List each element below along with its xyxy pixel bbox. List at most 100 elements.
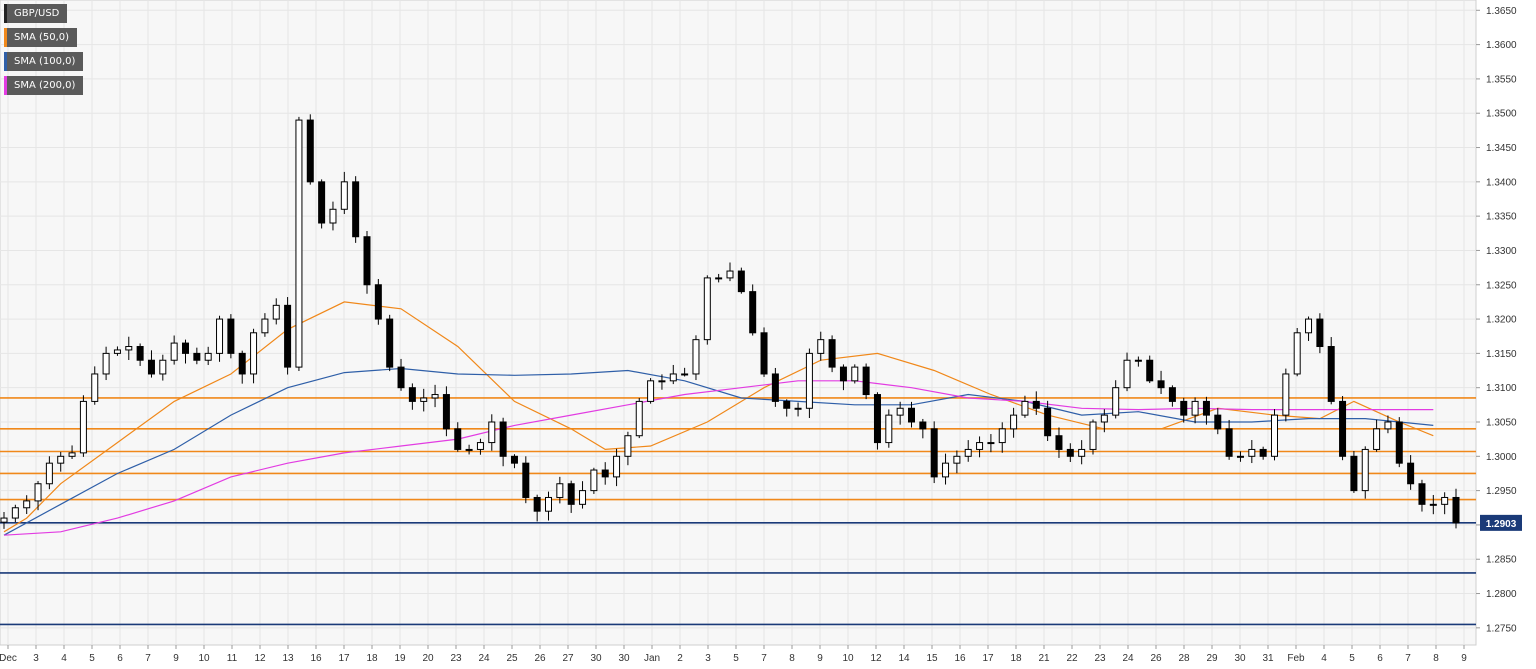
candle-body [306,119,314,183]
candle-body [885,414,893,444]
candle-body [1452,496,1460,524]
candle-body [125,346,133,351]
candle-body [488,421,496,444]
candle-body [635,400,643,437]
legend-item-sma200[interactable]: SMA (200,0) [4,76,84,95]
candle-body [340,181,348,210]
candle-body [726,270,734,279]
candle-body [545,496,552,512]
legend-item-sma100[interactable]: SMA (100,0) [4,52,84,71]
candle-body [216,318,224,354]
candle-body [34,483,42,502]
candle-body [295,119,303,368]
sma-50-line [3,301,1434,533]
candle-body [238,352,246,375]
x-tick-label: 5 [1349,653,1355,664]
y-tick-label: 1.3600 [1486,40,1517,51]
candle-body [1395,421,1403,464]
plot-background [0,0,1477,646]
candle-body [147,359,155,375]
y-tick-label: 1.2800 [1486,589,1517,600]
candle-body [57,455,65,464]
candle-body [556,483,564,498]
candle-body [1441,496,1449,505]
candle-body [681,373,689,376]
candle-body [749,291,757,334]
candle-body [1100,414,1108,423]
x-tick-label: 22 [1066,653,1078,664]
candle-body [45,462,53,485]
legend-label: SMA (100,0) [14,56,76,67]
candle-body [261,318,269,334]
candle-body [1259,448,1267,457]
candle-body [318,181,326,224]
y-tick-label: 1.3350 [1486,212,1517,223]
x-tick-label: 21 [1038,653,1050,664]
y-tick-label: 1.3500 [1486,109,1517,120]
candle-body [1021,400,1029,416]
candle-body [760,332,768,375]
candle-body [1055,435,1063,450]
candle-body [794,407,802,410]
candle-body [1339,400,1347,457]
x-tick-label: 9 [817,653,823,664]
candle-body [374,284,382,320]
candle-body [987,442,995,445]
candle-body [170,342,178,361]
y-tick-label: 1.3150 [1486,349,1517,360]
candle-body [953,455,961,464]
x-tick-label: 30 [590,653,602,664]
candle-body [1214,414,1222,430]
y-tick-label: 1.3450 [1486,143,1517,154]
x-tick-label: 6 [117,653,123,664]
candle-body [613,455,621,478]
candle-body [352,181,360,238]
x-tick-label: Feb [1287,653,1305,664]
candle-body [1225,428,1233,457]
chart-legend: GBP/USD SMA (50,0) SMA (100,0) SMA (200,… [4,4,84,100]
x-tick-label: 27 [562,653,574,664]
y-tick-label: 1.3400 [1486,177,1517,188]
candle-body [1236,455,1244,458]
candle-body [624,435,632,457]
candle-body [91,373,99,402]
legend-item-sma50[interactable]: SMA (50,0) [4,28,78,47]
candle-body [386,318,394,368]
candle-body [1282,373,1290,416]
x-tick-label: 6 [1377,653,1383,664]
candle-body [976,442,984,450]
x-tick-label: 8 [1433,653,1439,664]
candle-body [908,407,915,423]
candle-body [1168,387,1176,402]
candle-body [136,346,144,361]
candle-body [284,304,292,368]
candle-body [465,448,473,451]
last-price-label: 1.2903 [1486,519,1517,530]
candle-body [964,448,972,457]
legend-item-price[interactable]: GBP/USD [4,4,68,23]
y-tick-label: 1.3200 [1486,315,1517,326]
x-tick-label: 12 [254,653,266,664]
legend-swatch-sma200 [4,76,7,95]
candle-body [79,400,87,454]
candle-body [1407,462,1415,485]
candle-body [579,490,587,505]
x-tick-label: 11 [227,653,238,664]
candle-body [1123,359,1131,389]
candle-body [1305,318,1313,334]
x-tick-label: 29 [1206,653,1218,664]
x-tick-label: 4 [61,653,67,664]
y-tick-label: 1.3000 [1486,452,1517,463]
x-tick-label: 9 [1461,653,1467,664]
candle-body [771,373,779,402]
candle-body [420,397,428,402]
candle-body [272,304,280,320]
candle-body [1418,483,1426,505]
candle-body [1384,421,1392,430]
x-tick-label: 8 [789,653,795,664]
y-tick-label: 1.2850 [1486,555,1517,566]
candle-body [533,496,541,512]
x-tick-label: 26 [534,653,546,664]
legend-swatch-sma50 [4,28,7,47]
